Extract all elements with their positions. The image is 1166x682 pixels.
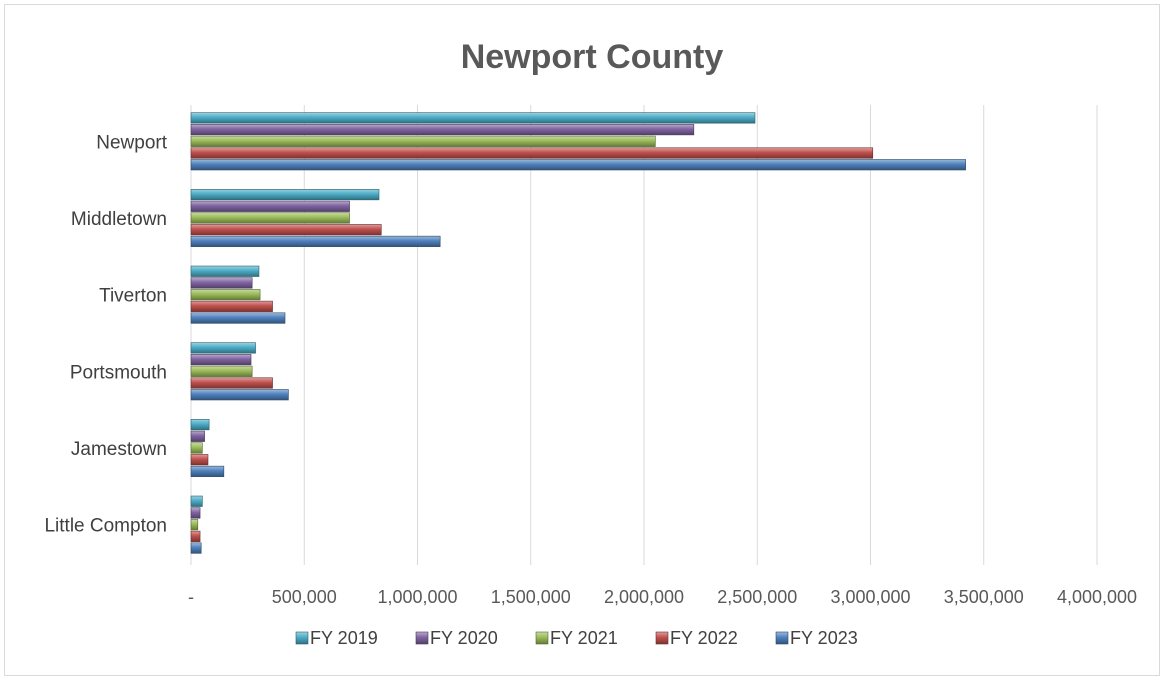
bar [190, 519, 199, 531]
category-label: Little Compton [44, 516, 167, 537]
bar [190, 212, 350, 224]
bar [190, 377, 273, 389]
legend: FY 2019 FY 2020 FY 2021 FY 2022 FY 2023 [295, 628, 858, 648]
grid-layer [190, 105, 1098, 565]
bar [190, 147, 874, 159]
x-tick-label: 1,000,000 [377, 587, 457, 607]
bar [190, 442, 203, 454]
x-tick-label: 4,000,000 [1057, 587, 1137, 607]
legend-label: FY 2022 [670, 628, 738, 648]
bar [190, 265, 260, 277]
legend-swatch [415, 631, 429, 645]
x-tick-label: 1,500,000 [491, 587, 571, 607]
bar [190, 354, 252, 366]
legend-swatch [295, 631, 309, 645]
legend-swatch [655, 631, 669, 645]
bar [190, 135, 656, 147]
x-tick-label: - [188, 587, 194, 607]
x-tick-label: 3,000,000 [830, 587, 910, 607]
legend-label: FY 2020 [430, 628, 498, 648]
bar [190, 124, 695, 136]
legend-label: FY 2023 [790, 628, 858, 648]
category-label: Jamestown [71, 439, 167, 460]
x-tick-label: 500,000 [272, 587, 337, 607]
bar [190, 312, 286, 324]
chart-frame: Newport County Newport Middletown Tiverton… [4, 4, 1160, 676]
bar [190, 365, 253, 377]
bar [190, 465, 225, 477]
bar [190, 342, 256, 354]
bar [190, 300, 273, 312]
bar [190, 389, 289, 401]
x-tick-label: 2,000,000 [604, 587, 684, 607]
bar [190, 224, 382, 236]
tick-labels: - 500,000 1,000,000 1,500,000 2,000,000 2,500… [188, 587, 1137, 607]
bar [190, 189, 380, 201]
bar [190, 507, 201, 519]
category-label: Portsmouth [70, 362, 167, 383]
legend-label: FY 2019 [310, 628, 378, 648]
bar [190, 495, 203, 507]
bar [190, 112, 756, 124]
category-label: Newport [96, 132, 167, 153]
x-tick-label: 2,500,000 [717, 587, 797, 607]
bar [190, 277, 253, 289]
bar [190, 454, 209, 466]
category-label: Tiverton [99, 286, 167, 307]
x-tick-label: 3,500,000 [944, 587, 1024, 607]
bar [190, 430, 205, 442]
bar [190, 542, 202, 554]
bar [190, 159, 966, 171]
legend-swatch [775, 631, 789, 645]
bar [190, 419, 210, 431]
bar [190, 200, 350, 212]
bar [190, 530, 201, 542]
category-label: Middletown [71, 209, 167, 230]
legend-label: FY 2021 [550, 628, 618, 648]
bar [190, 235, 441, 247]
bar [190, 289, 261, 301]
chart-svg: Newport County Newport Middletown Tiverton… [44, 38, 1137, 648]
category-labels: Newport Middletown Tiverton Portsmouth James… [44, 132, 167, 536]
bars-layer [190, 112, 966, 554]
legend-swatch [535, 631, 549, 645]
chart-title: Newport County [461, 38, 724, 76]
